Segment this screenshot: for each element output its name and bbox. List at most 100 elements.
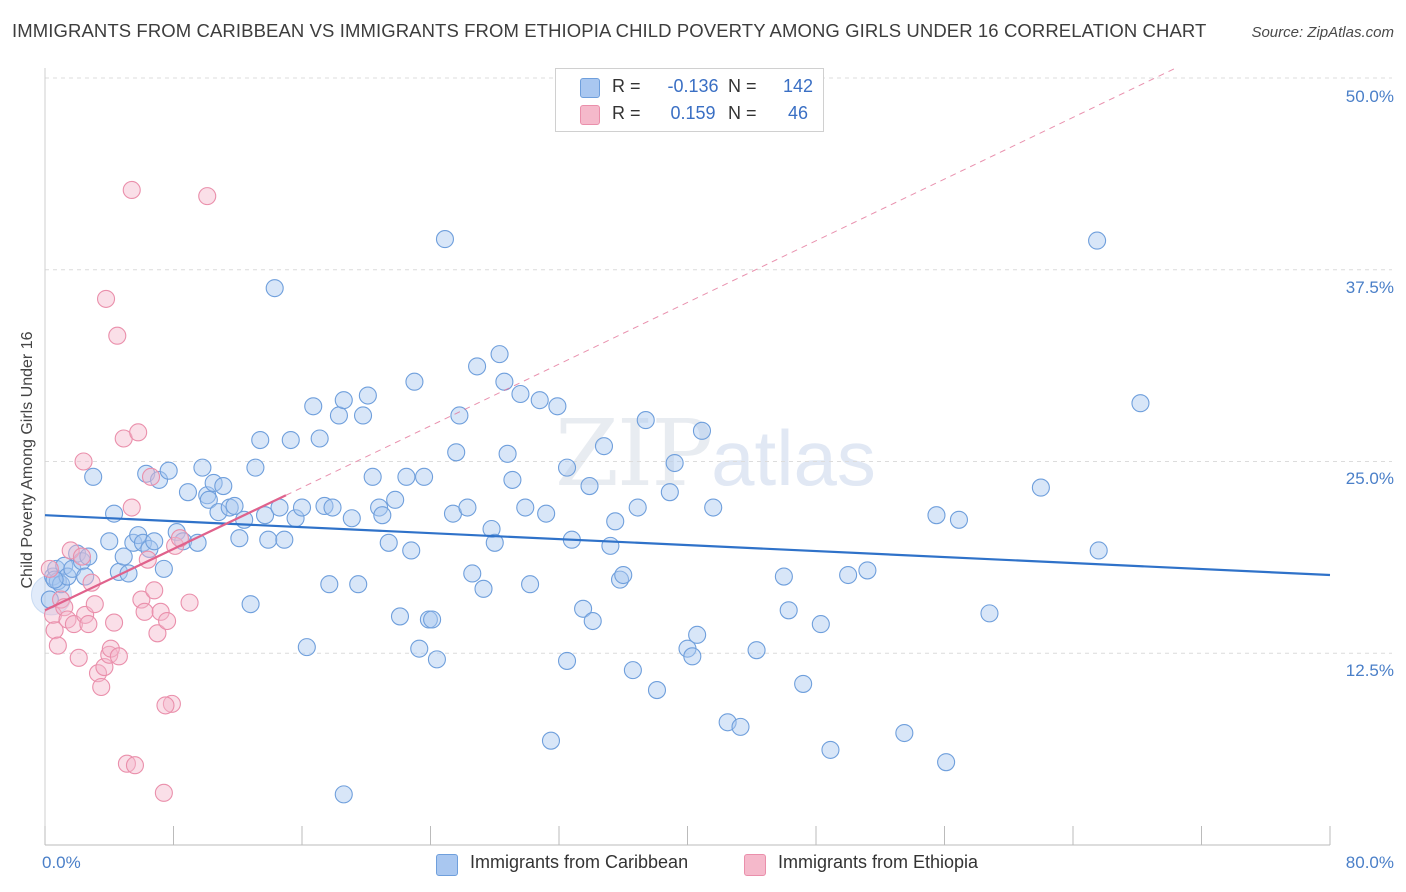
- caribbean-point: [594, 437, 614, 456]
- caribbean-point: [405, 372, 424, 391]
- caribbean-point: [731, 717, 750, 736]
- caribbean-point: [490, 345, 509, 364]
- ethiopia-point: [122, 180, 141, 200]
- x-tick-label-max: 80.0%: [1345, 853, 1394, 872]
- ethiopia-trend-line: [44, 494, 287, 612]
- n-label: N =: [728, 76, 757, 96]
- caribbean-point: [379, 533, 398, 552]
- caribbean-point: [52, 575, 71, 594]
- caribbean-point: [281, 430, 300, 450]
- ethiopia-trend-extension: [285, 68, 1175, 496]
- ethiopia-point: [58, 610, 77, 629]
- ethiopia-point: [158, 611, 177, 631]
- caribbean-point: [692, 421, 712, 440]
- caribbean-point: [495, 372, 514, 391]
- caribbean-point: [323, 498, 342, 517]
- caribbean-point: [614, 565, 633, 585]
- caribbean-point: [937, 753, 956, 772]
- caribbean-point: [794, 674, 813, 693]
- caribbean-point: [583, 611, 602, 631]
- caribbean-point: [193, 458, 212, 477]
- caribbean-point: [747, 641, 766, 660]
- r-label: R =: [612, 76, 641, 96]
- caribbean-point: [485, 533, 504, 552]
- caribbean-legend-swatch: [436, 854, 458, 876]
- r-value: 0.159: [670, 103, 716, 123]
- caribbean-point: [1089, 541, 1108, 560]
- y-tick-label: 12.5%: [1345, 661, 1394, 680]
- caribbean-point: [665, 453, 684, 473]
- r-label: R =: [612, 103, 641, 123]
- ethiopia-point: [138, 550, 157, 569]
- watermark-atlas: atlas: [711, 414, 876, 502]
- caribbean-point: [256, 506, 275, 525]
- caribbean-point: [275, 530, 294, 549]
- caribbean-point: [310, 429, 329, 448]
- caribbean-point: [145, 532, 164, 551]
- caribbean-point: [779, 601, 798, 620]
- caribbean-point: [199, 490, 218, 509]
- caribbean-point: [557, 458, 577, 477]
- caribbean-point: [521, 575, 540, 594]
- caribbean-point: [458, 498, 477, 517]
- caribbean-point: [468, 357, 487, 376]
- caribbean-point: [683, 647, 702, 666]
- caribbean-point: [292, 498, 312, 517]
- caribbean-point: [628, 498, 647, 517]
- caribbean-point: [72, 552, 91, 571]
- caribbean-point: [858, 561, 877, 580]
- ethiopia-point: [69, 648, 88, 667]
- y-tick-label: 25.0%: [1345, 469, 1394, 488]
- caribbean-point: [1031, 478, 1050, 497]
- caribbean-point: [397, 467, 416, 486]
- caribbean-point: [415, 467, 434, 486]
- caribbean-point: [114, 547, 133, 566]
- caribbean-point: [647, 681, 667, 700]
- caribbean-point: [225, 496, 244, 516]
- caribbean-point: [159, 461, 178, 480]
- caribbean-point: [474, 579, 493, 598]
- ethiopia-point: [105, 613, 124, 632]
- ethiopia-point: [141, 467, 161, 486]
- ethiopia-swatch: [580, 105, 600, 125]
- caribbean-point: [839, 565, 858, 585]
- caribbean-point: [516, 498, 535, 517]
- y-tick-label: 37.5%: [1345, 278, 1394, 297]
- caribbean-point: [45, 570, 64, 589]
- caribbean-point: [511, 384, 530, 404]
- ethiopia-point: [96, 289, 116, 308]
- y-axis-label: Child Poverty Among Girls Under 16: [19, 331, 36, 589]
- r-value: -0.136: [667, 76, 719, 96]
- ethiopia-point: [72, 547, 91, 566]
- caribbean-point: [623, 661, 642, 680]
- caribbean-point: [895, 723, 914, 743]
- caribbean-point: [580, 476, 599, 496]
- caribbean-point: [949, 510, 969, 529]
- caribbean-point: [450, 406, 469, 425]
- caribbean-point: [358, 386, 377, 405]
- caribbean-point: [241, 595, 260, 614]
- ethiopia-point: [156, 696, 175, 715]
- ethiopia-point: [85, 595, 104, 614]
- caribbean-point: [811, 615, 830, 634]
- caribbean-point: [410, 639, 429, 658]
- n-value: 46: [787, 103, 809, 123]
- x-tick-label-min: 0.0%: [42, 853, 81, 872]
- caribbean-point: [821, 740, 840, 759]
- ethiopia-point: [92, 677, 111, 697]
- ethiopia-point: [145, 581, 164, 600]
- ethiopia-point: [100, 645, 119, 664]
- caribbean-point: [265, 279, 284, 298]
- ethiopia-point: [125, 756, 144, 775]
- caribbean-point: [537, 504, 556, 523]
- caribbean-point: [251, 430, 270, 450]
- caribbean-point: [363, 467, 382, 486]
- caribbean-point: [390, 607, 410, 626]
- caribbean-point: [178, 483, 198, 502]
- caribbean-point: [980, 604, 999, 623]
- caribbean-point: [503, 470, 522, 489]
- caribbean-legend-label: Immigrants from Caribbean: [470, 852, 689, 872]
- ethiopia-point: [61, 541, 80, 560]
- caribbean-point: [423, 610, 442, 629]
- caribbean-point: [214, 476, 233, 496]
